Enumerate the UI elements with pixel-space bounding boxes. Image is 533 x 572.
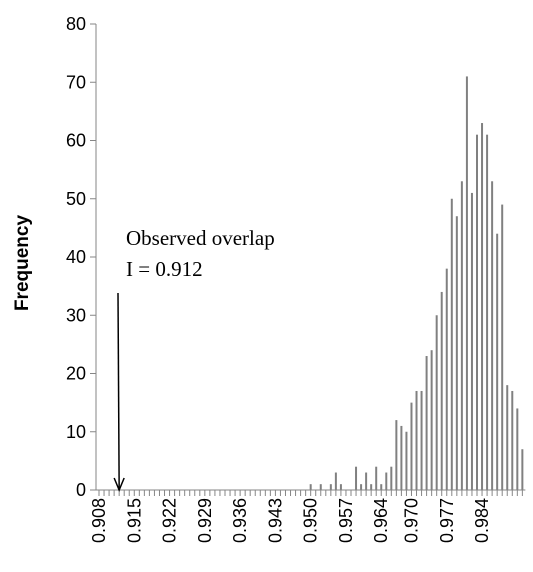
histogram-bar [309, 484, 312, 490]
annotation-line-1: Observed overlap [126, 226, 275, 250]
y-tick-label: 70 [66, 72, 86, 92]
x-tick-label: 0.964 [371, 498, 391, 543]
histogram-bars [309, 76, 524, 491]
histogram-bar [405, 431, 408, 490]
histogram-bar [445, 268, 448, 490]
y-tick-label: 10 [66, 422, 86, 442]
x-tick-label: 0.950 [301, 498, 321, 543]
histogram-bar [410, 402, 413, 490]
histogram-bar [481, 123, 484, 491]
histogram-bar [516, 408, 519, 490]
observed-overlap-annotation: Observed overlap I = 0.912 [113, 226, 275, 492]
histogram-bar [390, 466, 393, 490]
y-tick-label: 40 [66, 247, 86, 267]
histogram-bar [339, 484, 342, 490]
histogram-bar [506, 385, 509, 490]
histogram-bar [375, 466, 378, 490]
histogram-bar [476, 134, 478, 491]
histogram-bar [486, 134, 489, 491]
x-tick-label: 0.929 [195, 498, 215, 543]
histogram-bar [365, 472, 368, 490]
x-axis-ticks: 0.908 0.915 0.922 0.929 0.936 0.943 0.950 0.957… [89, 490, 523, 543]
x-tick-label: 0.943 [265, 498, 285, 543]
histogram-bar [319, 484, 322, 490]
y-tick-label: 20 [66, 364, 86, 384]
y-tick-label: 30 [66, 305, 86, 325]
histogram-bar [370, 484, 373, 490]
histogram-bar [455, 216, 458, 490]
histogram-bar [334, 472, 337, 490]
annotation-line-2: I = 0.912 [126, 257, 203, 281]
x-tick-label: 0.936 [230, 498, 250, 543]
histogram-bar [430, 350, 433, 490]
histogram-bar [385, 472, 388, 490]
x-tick-label: 0.922 [160, 498, 180, 543]
histogram-bar [450, 198, 453, 490]
y-tick-label: 80 [66, 14, 86, 34]
histogram-bar [360, 484, 363, 490]
histogram-bar [465, 76, 468, 491]
histogram-bar [395, 420, 398, 490]
histogram-bar [460, 181, 463, 490]
histogram-bar [329, 484, 332, 490]
x-tick-label: 0.915 [124, 498, 144, 543]
x-tick-label: 0.984 [472, 498, 492, 543]
histogram-bar [420, 390, 423, 490]
histogram-bar [400, 425, 403, 490]
x-tick-label: 0.970 [401, 498, 421, 543]
histogram-bar [435, 315, 438, 490]
annotation-arrow-head [113, 477, 125, 492]
histogram-bar [511, 390, 514, 490]
histogram-bar [425, 356, 428, 490]
y-tick-label: 50 [66, 189, 86, 209]
histogram-bar [491, 181, 494, 490]
histogram-bar [521, 449, 524, 490]
histogram-bar [496, 233, 499, 490]
x-tick-label: 0.957 [336, 498, 356, 543]
y-axis-label: Frequency [12, 215, 33, 312]
y-tick-label: 0 [76, 480, 86, 500]
x-tick-label: 0.977 [437, 498, 457, 543]
histogram-bar [355, 466, 358, 490]
y-axis-ticks: 0 10 20 30 40 50 60 70 80 [66, 14, 96, 500]
y-tick-label: 60 [66, 131, 86, 151]
annotation-arrow-shaft [117, 292, 120, 491]
histogram-bar [501, 204, 504, 490]
histogram-bar [415, 390, 418, 490]
histogram-bar [380, 484, 383, 490]
histogram-bar [440, 291, 443, 490]
histogram-bar [470, 192, 473, 491]
x-tick-label: 0.908 [89, 498, 109, 543]
